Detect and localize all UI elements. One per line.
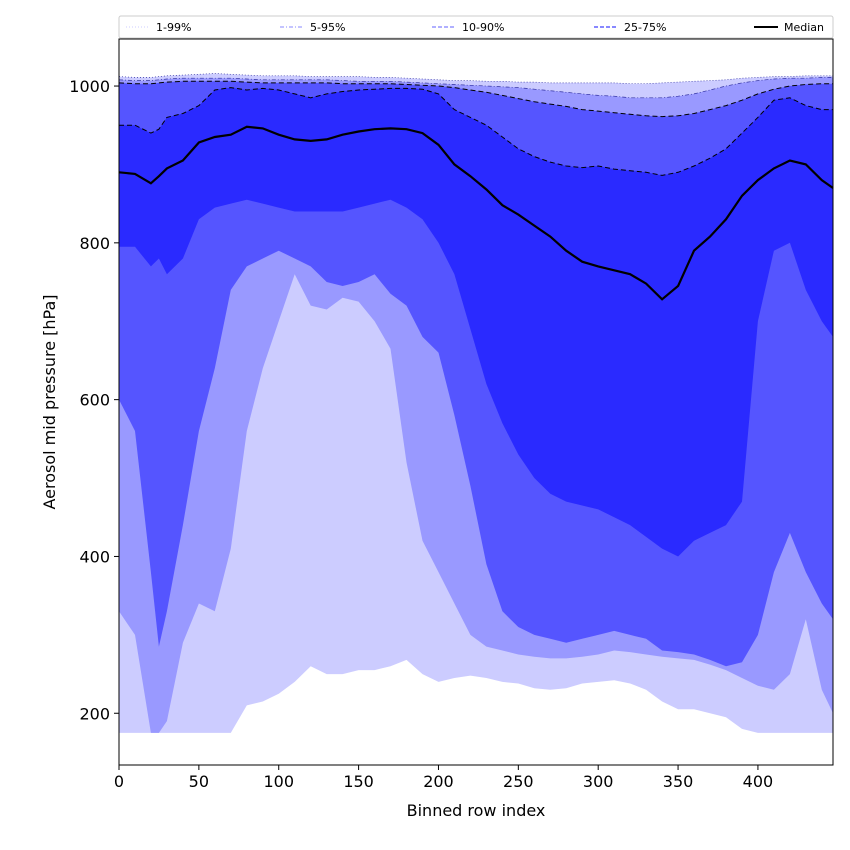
legend-label: 5-95% bbox=[310, 21, 345, 34]
percentile-lines bbox=[118, 73, 834, 301]
x-tick-label: 150 bbox=[343, 772, 374, 791]
y-tick-label: 800 bbox=[79, 234, 110, 253]
y-axis-label: Aerosol mid pressure [hPa] bbox=[40, 294, 59, 509]
legend-label: 25-75% bbox=[624, 21, 666, 34]
y-tick-label: 400 bbox=[79, 547, 110, 566]
legend-label: 1-99% bbox=[156, 21, 191, 34]
x-tick-label: 400 bbox=[743, 772, 774, 791]
x-tick-label: 250 bbox=[503, 772, 534, 791]
y-tick-label: 1000 bbox=[69, 77, 110, 96]
x-tick-label: 100 bbox=[263, 772, 294, 791]
x-tick-label: 300 bbox=[583, 772, 614, 791]
y-tick-label: 600 bbox=[79, 391, 110, 410]
legend: 1-99% 5-95% 10-90% 25-75% Median bbox=[118, 15, 834, 39]
legend-box bbox=[118, 15, 834, 39]
x-tick-label: 200 bbox=[423, 772, 454, 791]
x-tick-label: 350 bbox=[663, 772, 694, 791]
plot-frame bbox=[118, 38, 834, 766]
y-tick-label: 200 bbox=[79, 704, 110, 723]
x-tick-label: 0 bbox=[114, 772, 124, 791]
x-tick-label: 50 bbox=[189, 772, 209, 791]
band-upper-line-1-99 bbox=[118, 73, 833, 85]
median-line bbox=[118, 125, 834, 301]
band-upper-line-10-90 bbox=[118, 80, 833, 118]
legend-label: Median bbox=[784, 21, 824, 34]
percentile-bands bbox=[119, 73, 833, 733]
x-axis: 0 50 100 150 200 250 300 350 400 bbox=[114, 765, 773, 791]
y-axis: 200 400 600 800 1000 bbox=[69, 77, 119, 723]
band-25-75 bbox=[119, 87, 833, 557]
legend-label: 10-90% bbox=[462, 21, 504, 34]
band-upper-line-25-75 bbox=[119, 87, 833, 176]
x-axis-label: Binned row index bbox=[407, 801, 546, 820]
band-upper-line-5-95 bbox=[118, 77, 833, 99]
